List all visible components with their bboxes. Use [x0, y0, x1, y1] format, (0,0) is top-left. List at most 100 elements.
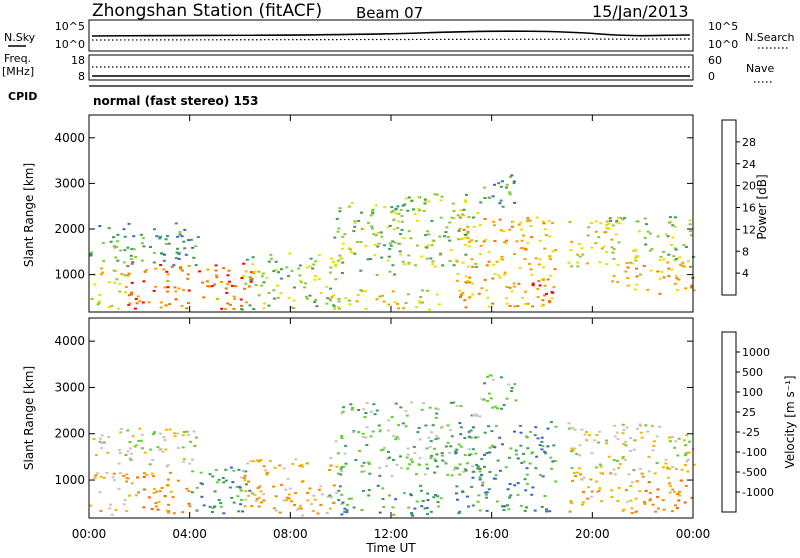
scatter-cell: [541, 445, 545, 448]
scatter-cell: [421, 500, 425, 502]
scatter-cell: [658, 292, 662, 295]
scatter-cell: [446, 473, 450, 476]
scatter-cell: [595, 434, 599, 436]
scatter-cell: [427, 200, 431, 203]
scatter-cell: [107, 436, 111, 438]
scatter-cell: [174, 222, 178, 225]
scatter-cell: [692, 289, 696, 292]
scatter-cell: [594, 220, 598, 223]
scatter-cell: [455, 448, 459, 451]
scatter-cell: [594, 230, 598, 233]
velocity-heatmap: [89, 374, 696, 517]
scatter-cell: [430, 244, 434, 247]
scatter-cell: [452, 210, 456, 212]
scatter-cell: [112, 245, 116, 248]
scatter-cell: [543, 284, 547, 287]
scatter-cell: [333, 305, 337, 308]
scatter-cell: [611, 280, 615, 283]
scatter-cell: [431, 260, 435, 263]
scatter-cell: [378, 511, 382, 514]
scatter-cell: [338, 254, 342, 257]
scatter-cell: [195, 509, 199, 512]
scatter-cell: [503, 241, 507, 244]
scatter-cell: [226, 302, 230, 305]
scatter-cell: [415, 473, 418, 476]
scatter-cell: [154, 285, 157, 288]
scatter-cell: [259, 459, 263, 461]
scatter-cell: [677, 278, 681, 281]
scatter-cell: [332, 484, 336, 487]
scatter-cell: [459, 296, 462, 298]
scatter-cell: [454, 452, 458, 455]
y-tick-label: 1000: [54, 268, 85, 282]
scatter-cell: [605, 250, 608, 253]
scatter-cell: [341, 410, 345, 413]
scatter-cell: [130, 293, 133, 296]
scatter-cell: [206, 268, 210, 271]
scatter-cell: [459, 426, 463, 429]
scatter-cell: [344, 444, 348, 447]
scatter-cell: [425, 257, 429, 260]
scatter-cell: [630, 507, 634, 510]
scatter-cell: [516, 482, 520, 485]
scatter-cell: [96, 303, 100, 306]
scatter-cell: [152, 251, 156, 254]
scatter-cell: [462, 208, 466, 211]
scatter-cell: [498, 436, 502, 439]
scatter-cell: [280, 277, 283, 280]
scatter-cell: [349, 403, 353, 406]
scatter-cell: [612, 459, 616, 462]
scatter-cell: [578, 255, 582, 258]
scatter-cell: [248, 276, 252, 279]
scatter-cell: [420, 408, 424, 411]
scatter-cell: [610, 489, 614, 492]
scatter-cell: [123, 235, 127, 238]
scatter-cell: [629, 499, 633, 502]
scatter-cell: [529, 268, 533, 271]
scatter-cell: [406, 467, 410, 470]
scatter-cell: [391, 458, 395, 461]
scatter-cell: [137, 491, 140, 494]
scatter-cell: [476, 435, 480, 438]
scatter-cell: [677, 437, 681, 440]
scatter-cell: [508, 496, 511, 499]
scatter-cell: [671, 224, 675, 227]
scatter-cell: [248, 489, 252, 492]
colorbar-frame: [721, 119, 737, 296]
scatter-cell: [159, 235, 162, 238]
scatter-cell: [642, 501, 646, 503]
scatter-cell: [634, 511, 638, 513]
scatter-cell: [337, 227, 341, 230]
scatter-cell: [330, 296, 334, 299]
scatter-cell: [688, 230, 692, 233]
scatter-cell: [414, 264, 417, 267]
scatter-cell: [274, 260, 278, 263]
scatter-cell: [169, 471, 172, 474]
scatter-cell: [153, 228, 156, 231]
freq-left-tick-top: 18: [71, 54, 85, 67]
scatter-cell: [155, 235, 159, 238]
scatter-cell: [199, 482, 203, 485]
scatter-cell: [299, 279, 303, 282]
scatter-cell: [159, 306, 163, 309]
scatter-cell: [215, 274, 218, 277]
scatter-cell: [534, 257, 538, 260]
scatter-cell: [673, 446, 677, 449]
scatter-cell: [181, 511, 185, 514]
scatter-cell: [386, 226, 390, 229]
scatter-cell: [222, 512, 226, 515]
scatter-cell: [524, 302, 527, 305]
scatter-cell: [674, 275, 678, 278]
scatter-cell: [429, 440, 433, 443]
scatter-cell: [215, 481, 219, 484]
scatter-cell: [659, 255, 663, 258]
scatter-cell: [399, 209, 403, 212]
scatter-cell: [413, 507, 417, 510]
scatter-cell: [378, 295, 382, 298]
scatter-cell: [522, 460, 526, 463]
scatter-cell: [342, 465, 346, 468]
scatter-cell: [612, 257, 616, 260]
scatter-cell: [319, 485, 323, 488]
cpid-text: normal (fast stereo) 153: [93, 94, 259, 108]
scatter-cell: [250, 271, 254, 274]
